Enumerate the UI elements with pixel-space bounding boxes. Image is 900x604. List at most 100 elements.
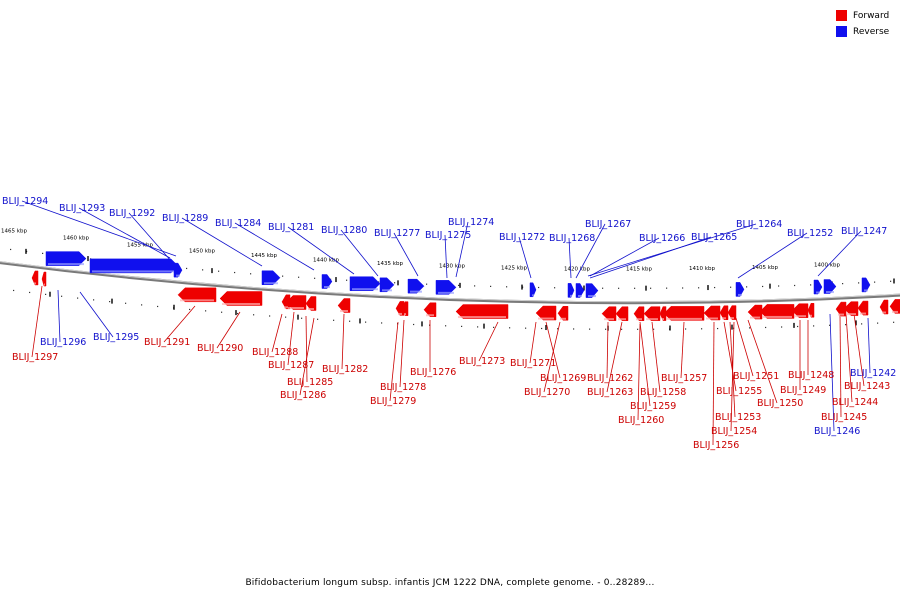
- forward-gene-arrow[interactable]: [843, 301, 859, 316]
- scale-dot: [829, 324, 831, 326]
- forward-gene-label[interactable]: BLIJ_1290: [197, 343, 243, 354]
- forward-gene-label[interactable]: BLIJ_1259: [630, 401, 676, 412]
- forward-gene-arrow[interactable]: [423, 302, 437, 317]
- forward-gene-label[interactable]: BLIJ_1253: [715, 412, 761, 423]
- reverse-gene-label[interactable]: BLIJ_1275: [425, 230, 471, 241]
- forward-gene-label[interactable]: BLIJ_1250: [757, 398, 803, 409]
- reverse-gene-label[interactable]: BLIJ_1252: [787, 228, 833, 239]
- forward-gene-arrow[interactable]: [601, 306, 617, 321]
- forward-gene-label[interactable]: BLIJ_1245: [821, 412, 867, 423]
- reverse-gene-arrow[interactable]: [349, 276, 381, 291]
- reverse-gene-arrow[interactable]: [585, 283, 599, 298]
- forward-gene-arrow[interactable]: [703, 305, 721, 321]
- legend-forward[interactable]: Forward: [836, 8, 898, 23]
- reverse-gene-arrow[interactable]: [407, 278, 425, 294]
- reverse-gene-arrow[interactable]: [567, 283, 575, 298]
- reverse-gene-label[interactable]: BLIJ_1246: [814, 426, 860, 437]
- forward-gene-arrow[interactable]: [791, 303, 809, 318]
- reverse-gene-label[interactable]: BLIJ_1247: [841, 226, 887, 237]
- forward-gene-label[interactable]: BLIJ_1254: [711, 426, 757, 437]
- reverse-gene-label[interactable]: BLIJ_1280: [321, 225, 367, 236]
- forward-gene-arrow[interactable]: [455, 304, 509, 319]
- forward-gene-arrow[interactable]: [807, 303, 815, 318]
- reverse-gene-label[interactable]: BLIJ_1294: [2, 196, 48, 207]
- forward-gene-arrow[interactable]: [41, 271, 47, 287]
- forward-gene-arrow[interactable]: [889, 299, 900, 314]
- forward-gene-label[interactable]: BLIJ_1273: [459, 356, 505, 367]
- reverse-gene-arrow[interactable]: [823, 279, 837, 294]
- reverse-gene-label[interactable]: BLIJ_1265: [691, 232, 737, 243]
- reverse-gene-label[interactable]: BLIJ_1267: [585, 219, 631, 230]
- reverse-gene-label[interactable]: BLIJ_1293: [59, 203, 105, 214]
- reverse-gene-arrow[interactable]: [529, 282, 537, 298]
- forward-gene-arrow[interactable]: [285, 295, 307, 310]
- forward-gene-label[interactable]: BLIJ_1263: [587, 387, 633, 398]
- forward-gene-label[interactable]: BLIJ_1256: [693, 440, 739, 451]
- forward-gene-label[interactable]: BLIJ_1291: [144, 337, 190, 348]
- reverse-gene-label[interactable]: BLIJ_1289: [162, 213, 208, 224]
- forward-gene-label[interactable]: BLIJ_1258: [640, 387, 686, 398]
- forward-gene-label[interactable]: BLIJ_1260: [618, 415, 664, 426]
- reverse-gene-arrow[interactable]: [173, 262, 183, 278]
- forward-gene-label[interactable]: BLIJ_1248: [788, 370, 834, 381]
- reverse-gene-label[interactable]: BLIJ_1295: [93, 332, 139, 343]
- reverse-gene-arrow[interactable]: [861, 277, 871, 293]
- reverse-gene-arrow[interactable]: [321, 274, 333, 289]
- lower-scale-ticks: [13, 289, 895, 331]
- forward-gene-label[interactable]: BLIJ_1243: [844, 381, 890, 392]
- forward-gene-label[interactable]: BLIJ_1257: [661, 373, 707, 384]
- reverse-gene-arrow[interactable]: [379, 277, 395, 293]
- forward-gene-arrow[interactable]: [719, 305, 729, 321]
- forward-gene-label[interactable]: BLIJ_1285: [287, 377, 333, 388]
- forward-gene-arrow[interactable]: [177, 287, 217, 303]
- forward-gene-arrow[interactable]: [857, 300, 869, 316]
- forward-gene-label[interactable]: BLIJ_1279: [370, 396, 416, 407]
- reverse-gene-label[interactable]: BLIJ_1284: [215, 218, 261, 229]
- forward-gene-arrow[interactable]: [219, 291, 263, 306]
- forward-gene-arrow[interactable]: [663, 306, 705, 321]
- forward-gene-arrow[interactable]: [401, 301, 409, 316]
- forward-gene-label[interactable]: BLIJ_1297: [12, 352, 58, 363]
- reverse-gene-arrow[interactable]: [575, 283, 585, 298]
- forward-gene-label[interactable]: BLIJ_1286: [280, 390, 326, 401]
- forward-gene-label[interactable]: BLIJ_1270: [524, 387, 570, 398]
- reverse-gene-label[interactable]: BLIJ_1242: [850, 368, 896, 379]
- reverse-gene-label[interactable]: BLIJ_1264: [736, 219, 782, 230]
- forward-gene-label[interactable]: BLIJ_1276: [410, 367, 456, 378]
- forward-gene-label[interactable]: BLIJ_1251: [733, 371, 779, 382]
- reverse-gene-label[interactable]: BLIJ_1266: [639, 233, 685, 244]
- reverse-gene-arrow[interactable]: [45, 251, 87, 266]
- forward-gene-arrow[interactable]: [535, 305, 557, 321]
- forward-gene-arrow[interactable]: [633, 306, 645, 321]
- reverse-gene-arrow[interactable]: [735, 282, 745, 297]
- forward-gene-arrow[interactable]: [31, 270, 39, 286]
- forward-gene-label[interactable]: BLIJ_1282: [322, 364, 368, 375]
- forward-gene-label[interactable]: BLIJ_1262: [587, 373, 633, 384]
- reverse-gene-label[interactable]: BLIJ_1281: [268, 222, 314, 233]
- reverse-gene-label[interactable]: BLIJ_1292: [109, 208, 155, 219]
- forward-gene-arrow[interactable]: [615, 306, 629, 321]
- forward-gene-label[interactable]: BLIJ_1278: [380, 382, 426, 393]
- forward-gene-arrow[interactable]: [305, 296, 317, 311]
- forward-gene-arrow[interactable]: [337, 298, 351, 313]
- forward-gene-label[interactable]: BLIJ_1288: [252, 347, 298, 358]
- reverse-gene-arrow[interactable]: [813, 279, 823, 295]
- reverse-gene-label[interactable]: BLIJ_1268: [549, 233, 595, 244]
- reverse-gene-arrow[interactable]: [261, 270, 281, 286]
- forward-gene-arrow[interactable]: [643, 306, 661, 321]
- legend-reverse[interactable]: Reverse: [836, 24, 898, 39]
- forward-gene-arrow[interactable]: [557, 306, 569, 321]
- forward-gene-label[interactable]: BLIJ_1269: [540, 373, 586, 384]
- forward-gene-label[interactable]: BLIJ_1287: [268, 360, 314, 371]
- reverse-gene-label[interactable]: BLIJ_1296: [40, 337, 86, 348]
- forward-gene-label[interactable]: BLIJ_1249: [780, 385, 826, 396]
- forward-gene-arrow[interactable]: [879, 299, 889, 315]
- forward-gene-label[interactable]: BLIJ_1255: [716, 386, 762, 397]
- forward-gene-label[interactable]: BLIJ_1271: [510, 358, 556, 369]
- reverse-gene-label[interactable]: BLIJ_1277: [374, 228, 420, 239]
- reverse-gene-label[interactable]: BLIJ_1272: [499, 232, 545, 243]
- reverse-gene-label[interactable]: BLIJ_1274: [448, 217, 494, 228]
- forward-gene-arrow[interactable]: [727, 305, 737, 320]
- reverse-gene-arrow[interactable]: [435, 280, 457, 295]
- forward-gene-label[interactable]: BLIJ_1244: [832, 397, 878, 408]
